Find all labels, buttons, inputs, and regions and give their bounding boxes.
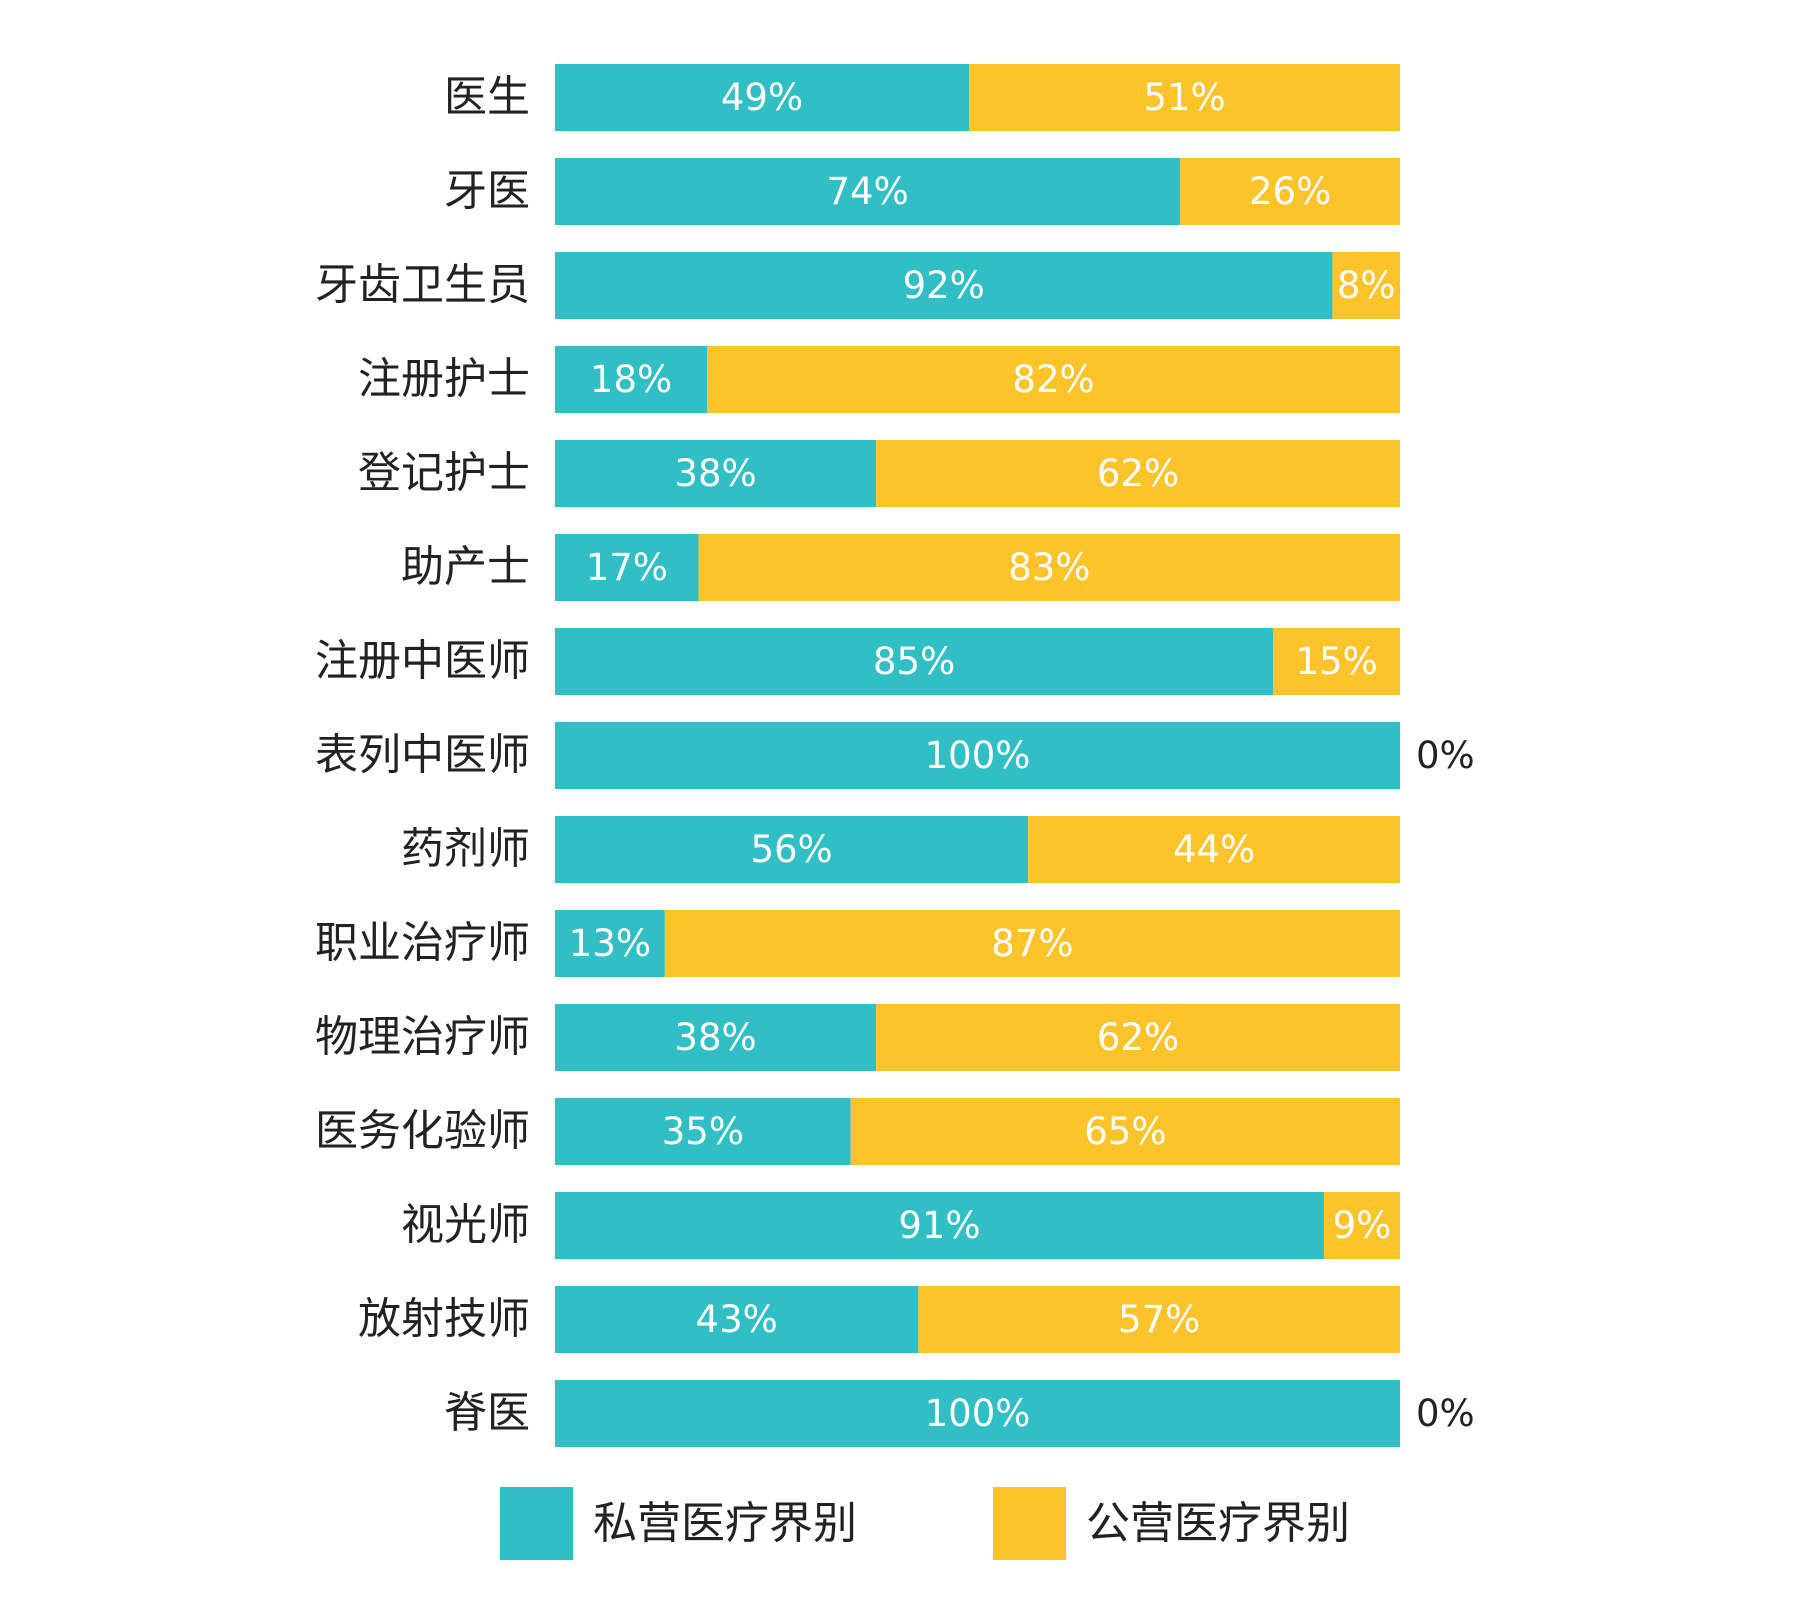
- category-label: 职业治疗师: [315, 919, 530, 969]
- category-label: 放射技师: [358, 1295, 530, 1345]
- legend-label: 公营医疗界别: [1086, 1498, 1350, 1549]
- bar-segment-public: [918, 1286, 1400, 1353]
- bar-segment-private: [555, 1098, 851, 1165]
- data-label: 100%: [925, 734, 1031, 777]
- bar-segment-private: [555, 346, 708, 413]
- bar-segment-private: [555, 64, 970, 131]
- data-label: 49%: [721, 76, 803, 119]
- data-label: 18%: [590, 358, 672, 401]
- data-label: 87%: [991, 922, 1073, 965]
- data-label-zero: 0%: [1416, 734, 1475, 777]
- data-label: 15%: [1296, 640, 1378, 683]
- category-label: 表列中医师: [315, 731, 530, 781]
- category-label: 助产士: [401, 543, 530, 593]
- data-label: 92%: [903, 264, 985, 307]
- bar-segment-private: [555, 1380, 1400, 1447]
- legend: 私营医疗界别 公营医疗界别: [500, 1487, 1350, 1560]
- bar-segment-public: [664, 910, 1400, 977]
- data-label: 17%: [586, 546, 668, 589]
- data-label: 74%: [827, 170, 909, 213]
- bar-segment-public: [969, 64, 1400, 131]
- category-label: 药剂师: [401, 825, 530, 875]
- bar-segment-public: [707, 346, 1400, 413]
- category-label: 牙医: [444, 167, 530, 217]
- data-label: 38%: [674, 1016, 756, 1059]
- data-label: 38%: [674, 452, 756, 495]
- bar-segment-private: [555, 1192, 1324, 1259]
- data-label: 57%: [1118, 1298, 1200, 1341]
- bar-segment-public: [876, 1004, 1400, 1071]
- bar-segment-private: [555, 1286, 919, 1353]
- bar-row: 表列中医师 100% 0%: [315, 722, 1475, 789]
- category-label: 视光师: [401, 1201, 530, 1251]
- bar-segment-private: [555, 1004, 877, 1071]
- data-label: 8%: [1337, 264, 1396, 307]
- data-label: 51%: [1143, 76, 1225, 119]
- category-label: 医务化验师: [315, 1107, 530, 1157]
- legend-swatch: [993, 1487, 1066, 1560]
- bar-segment-public: [1273, 628, 1400, 695]
- bar-row: 注册护士 18% 82%: [358, 346, 1400, 413]
- data-label: 35%: [662, 1110, 744, 1153]
- data-label: 44%: [1173, 828, 1255, 871]
- data-label: 65%: [1084, 1110, 1166, 1153]
- bar-row: 助产士 17% 83%: [401, 534, 1400, 601]
- data-label: 85%: [873, 640, 955, 683]
- legend-label: 私营医疗界别: [593, 1498, 857, 1549]
- data-label: 13%: [569, 922, 651, 965]
- data-label: 62%: [1097, 1016, 1179, 1059]
- bar-segment-private: [555, 722, 1400, 789]
- data-label: 91%: [898, 1204, 980, 1247]
- bar-segment-public: [1028, 816, 1400, 883]
- category-label: 医生: [444, 73, 530, 123]
- category-label: 脊医: [444, 1389, 530, 1439]
- bar-row: 职业治疗师 13% 87%: [315, 910, 1400, 977]
- data-label-zero: 0%: [1416, 1392, 1475, 1435]
- bar-row: 医生 49% 51%: [444, 64, 1400, 131]
- bar-segment-public: [1332, 252, 1400, 319]
- bar-segment-public: [1180, 158, 1400, 225]
- data-label: 56%: [750, 828, 832, 871]
- data-label: 26%: [1249, 170, 1331, 213]
- category-label: 物理治疗师: [315, 1013, 530, 1063]
- bar-segment-private: [555, 816, 1029, 883]
- bar-row: 视光师 91% 9%: [401, 1192, 1400, 1259]
- bar-row: 牙医 74% 26%: [444, 158, 1400, 225]
- data-label: 62%: [1097, 452, 1179, 495]
- bar-segment-public: [850, 1098, 1400, 1165]
- bar-row: 放射技师 43% 57%: [358, 1286, 1400, 1353]
- bar-segment-private: [555, 910, 665, 977]
- category-label: 登记护士: [358, 449, 530, 499]
- bar-segment-private: [555, 628, 1274, 695]
- bar-segment-private: [555, 158, 1181, 225]
- data-label: 100%: [925, 1392, 1031, 1435]
- bar-segment-public: [1323, 1192, 1400, 1259]
- bar-row: 牙齿卫生员 92% 8%: [315, 252, 1400, 319]
- bar-segment-public: [698, 534, 1400, 601]
- bar-row: 物理治疗师 38% 62%: [315, 1004, 1400, 1071]
- bar-segment-private: [555, 534, 699, 601]
- bar-row: 医务化验师 35% 65%: [315, 1098, 1400, 1165]
- bar-segment-private: [555, 252, 1333, 319]
- category-label: 牙齿卫生员: [315, 261, 530, 311]
- data-label: 43%: [696, 1298, 778, 1341]
- bar-segment-public: [876, 440, 1400, 507]
- data-label: 9%: [1333, 1204, 1392, 1247]
- bar-row: 登记护士 38% 62%: [358, 440, 1400, 507]
- bar-row: 脊医 100% 0%: [444, 1380, 1475, 1447]
- bar-row: 药剂师 56% 44%: [401, 816, 1400, 883]
- data-label: 83%: [1008, 546, 1090, 589]
- category-label: 注册中医师: [315, 637, 530, 687]
- bar-row: 注册中医师 85% 15%: [315, 628, 1400, 695]
- category-label: 注册护士: [358, 355, 530, 405]
- legend-swatch: [500, 1487, 573, 1560]
- data-label: 82%: [1012, 358, 1094, 401]
- bar-segment-private: [555, 440, 877, 507]
